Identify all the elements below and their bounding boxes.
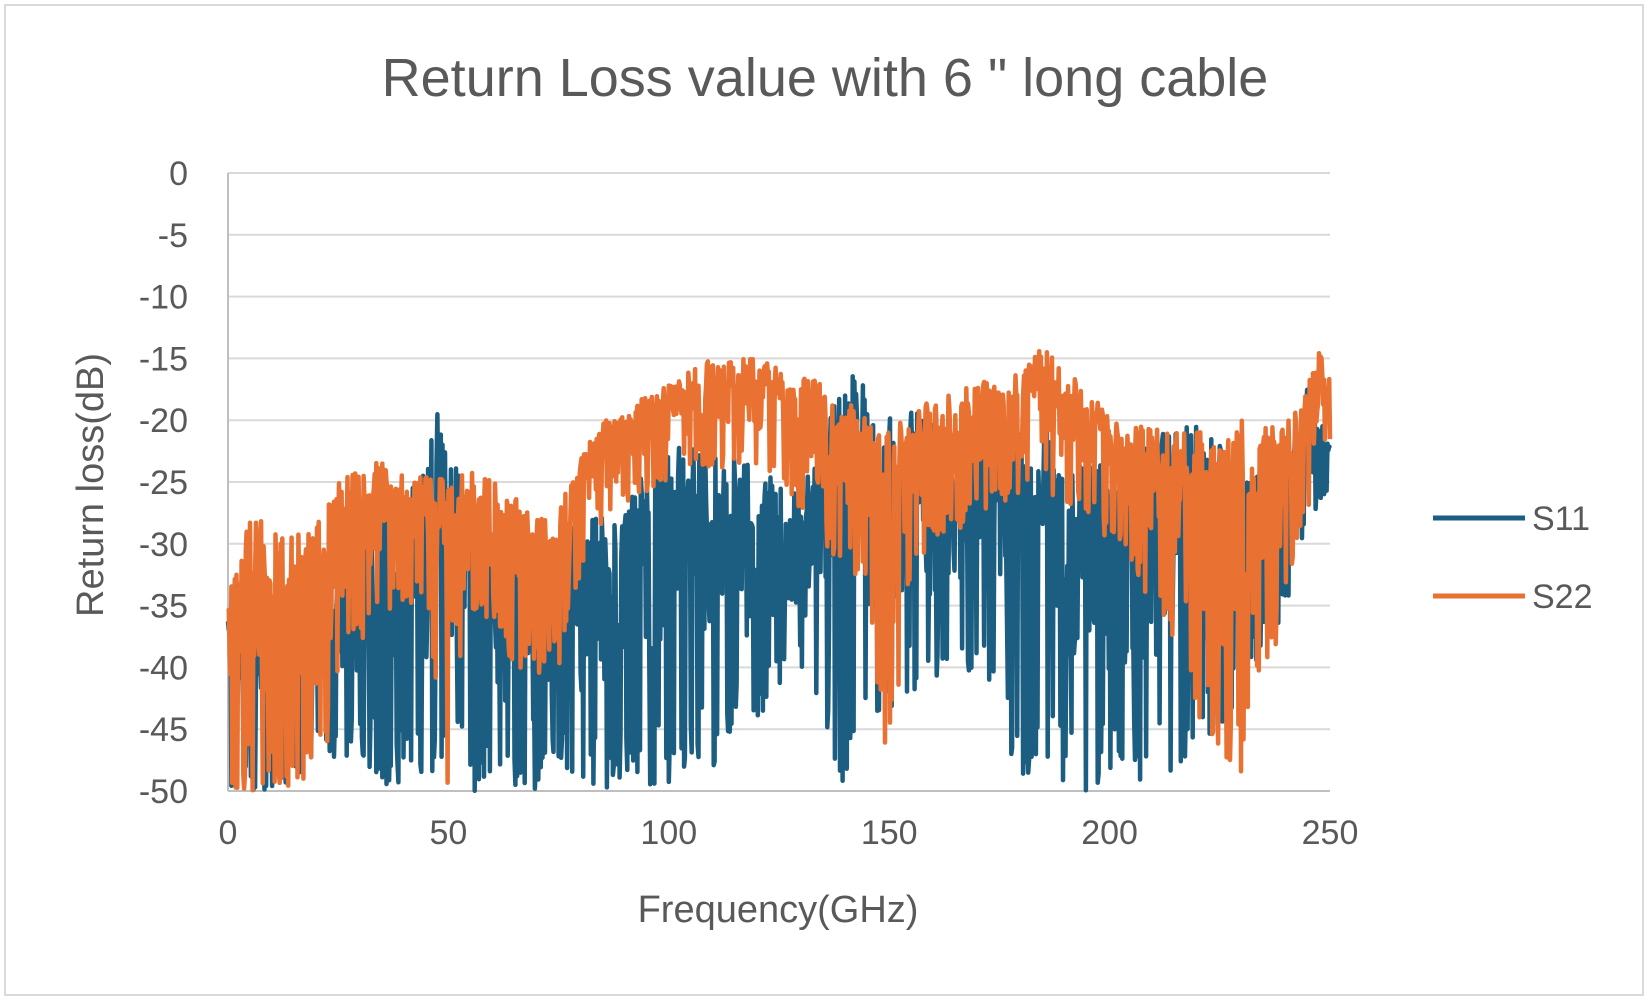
chart-title: Return Loss value with 6 " long cable [382, 48, 1269, 108]
legend: S11 S22 [1433, 500, 1593, 616]
y-tick-label: -25 [139, 464, 188, 502]
y-tick-label: -20 [139, 402, 188, 440]
x-tick-label: 250 [1302, 814, 1359, 852]
y-tick-label: 0 [169, 155, 188, 193]
x-tick-label: 100 [640, 814, 697, 852]
y-tick-label: -10 [139, 279, 188, 317]
x-tick-label: 50 [429, 814, 467, 852]
y-tick-label: -40 [139, 649, 188, 687]
y-tick-label: -45 [139, 711, 188, 749]
y-tick-label: -15 [139, 340, 188, 378]
series-line-s11 [225, 374, 1333, 794]
y-tick-label: -30 [139, 526, 188, 564]
x-axis-ticks: 0 50 100 150 200 250 [219, 814, 1359, 852]
y-axis-ticks: 0 -5 -10 -15 -20 -25 -30 -35 -40 -45 -50 [139, 155, 188, 811]
x-tick-label: 200 [1081, 814, 1138, 852]
legend-label-s11: S11 [1532, 500, 1590, 538]
plot-series [225, 349, 1333, 794]
series-line-s22 [226, 349, 1333, 793]
x-tick-label: 150 [861, 814, 918, 852]
y-tick-label: -5 [158, 217, 188, 255]
x-axis-label: Frequency(GHz) [638, 889, 919, 931]
y-axis-label: Return loss(dB) [70, 353, 112, 617]
legend-label-s22: S22 [1532, 578, 1593, 616]
y-tick-label: -35 [139, 588, 188, 626]
x-tick-label: 0 [219, 814, 238, 852]
y-tick-label: -50 [139, 773, 188, 811]
